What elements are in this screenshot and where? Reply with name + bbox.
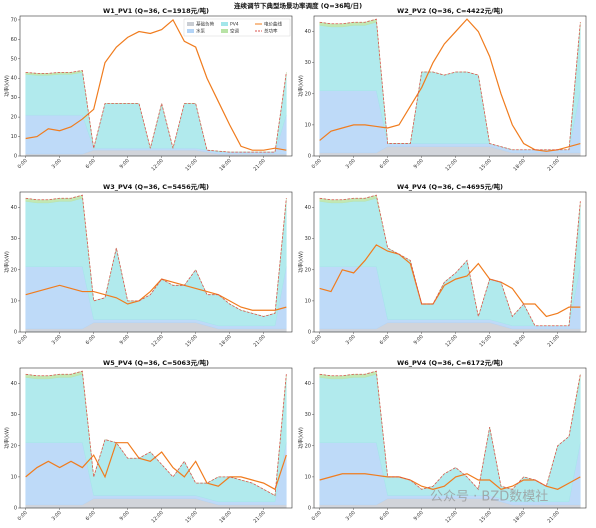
y-tick-label: 10: [305, 474, 311, 480]
y-tick-label: 20: [305, 267, 311, 273]
legend-label: 水泵: [196, 28, 205, 35]
y-tick-label: 40: [305, 29, 311, 35]
legend-label: 空调: [230, 28, 239, 35]
dashed-line: [319, 18, 581, 151]
dashed-line: [25, 69, 287, 153]
y-tick-label: 30: [11, 236, 17, 242]
y-tick-label: 0: [308, 330, 311, 336]
dashed-line: [319, 194, 581, 327]
y-axis-label: 功率(kW): [4, 75, 11, 97]
legend-label: 电价曲线: [264, 21, 282, 28]
y-axis-label: 功率(kW): [298, 251, 305, 273]
y-tick-label: 40: [305, 205, 311, 211]
legend-swatch: [187, 22, 194, 26]
legend-label: 基础负荷: [196, 21, 214, 28]
line: [25, 442, 287, 491]
chart-title: W3_PV4 (Q=36, C=5456元/吨): [103, 182, 209, 191]
y-tick-label: 0: [14, 330, 17, 336]
y-tick-label: 0: [308, 506, 311, 512]
y-tick-label: 30: [305, 412, 311, 418]
legend-swatch: [221, 29, 228, 33]
plot-frame: [19, 191, 293, 333]
plot-frame: [313, 191, 587, 333]
figure-title: 连续调节下典型场景功率调度 (Q=36吨/日): [234, 1, 362, 10]
y-tick-label: 60: [11, 37, 17, 43]
y-tick-label: 30: [305, 236, 311, 242]
plot-frame: [19, 367, 293, 509]
legend-swatch: [187, 29, 194, 33]
legend-swatch: [221, 22, 228, 26]
line: [25, 18, 287, 151]
y-tick-label: 0: [14, 506, 17, 512]
plot-frame: [313, 15, 587, 157]
watermark: 公众号 · BZD数模社: [430, 489, 548, 505]
y-tick-label: 50: [11, 56, 17, 62]
legend-label: PV4: [230, 22, 239, 28]
y-tick-label: 40: [11, 205, 17, 211]
legend-label: 总功率: [264, 28, 278, 35]
y-axis-label: 功率(kW): [4, 251, 11, 273]
chart-title: W4_PV4 (Q=36, C=4695元/吨): [397, 182, 503, 191]
legend-box: [183, 18, 291, 37]
y-tick-label: 10: [305, 122, 311, 128]
y-tick-label: 0: [14, 154, 17, 160]
y-tick-label: 20: [11, 115, 17, 121]
y-axis-label: 功率(kW): [298, 75, 305, 97]
plot-frame: [313, 367, 587, 509]
y-tick-label: 40: [11, 381, 17, 387]
y-tick-label: 10: [11, 134, 17, 140]
y-tick-label: 20: [11, 267, 17, 273]
chart-title: W6_PV4 (Q=36, C=6172元/吨): [397, 358, 503, 367]
y-tick-label: 20: [305, 443, 311, 449]
y-tick-label: 30: [305, 60, 311, 66]
chart-title: W5_PV4 (Q=36, C=5063元/吨): [103, 358, 209, 367]
y-tick-label: 30: [11, 95, 17, 101]
y-tick-label: 0: [308, 154, 311, 160]
y-tick-label: 10: [11, 474, 17, 480]
y-tick-label: 10: [305, 298, 311, 304]
y-tick-label: 20: [305, 91, 311, 97]
y-tick-label: 10: [11, 298, 17, 304]
y-tick-label: 30: [11, 412, 17, 418]
line: [25, 278, 287, 311]
y-axis-label: 功率(kW): [4, 427, 11, 449]
y-tick-label: 40: [11, 76, 17, 82]
dashed-line: [319, 370, 581, 491]
y-tick-label: 40: [305, 381, 311, 387]
y-tick-label: 20: [11, 443, 17, 449]
line: [319, 244, 581, 318]
y-tick-label: 70: [11, 17, 17, 23]
dashed-line: [25, 370, 287, 497]
chart-title: W1_PV1 (Q=36, C=1918元/吨): [103, 6, 209, 15]
y-axis-label: 功率(kW): [298, 427, 305, 449]
plot-frame: [19, 15, 293, 157]
chart-title: W2_PV2 (Q=36, C=4422元/吨): [397, 6, 503, 15]
dashed-line: [25, 194, 287, 317]
